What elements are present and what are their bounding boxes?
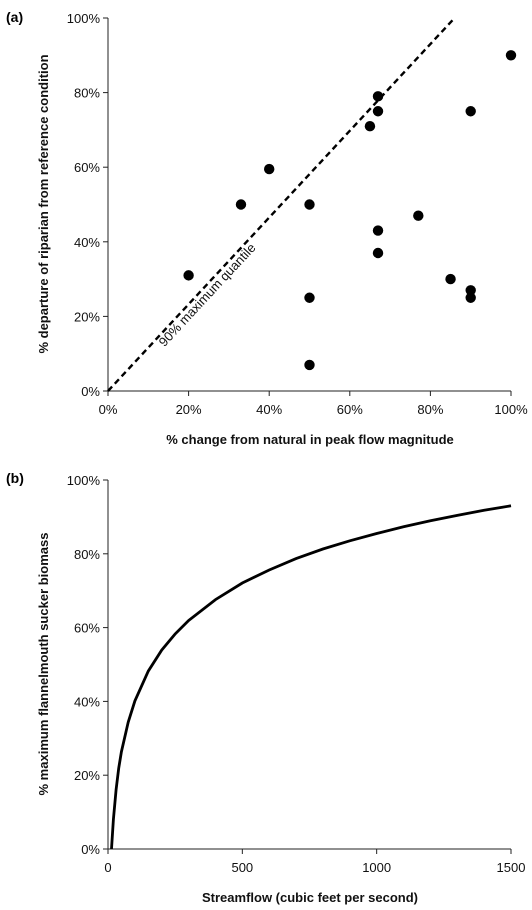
panel-a-y-tick-label: 20% bbox=[74, 309, 100, 324]
panel-a-x-tick-label: 40% bbox=[256, 402, 282, 417]
panel-a-x-tick-label: 0% bbox=[99, 402, 118, 417]
data-point bbox=[445, 273, 456, 285]
data-point bbox=[304, 199, 315, 210]
panel-a-y-tick-labels: 0% 20% 40% 60% 80% 100% bbox=[67, 11, 101, 399]
data-point bbox=[372, 106, 384, 117]
quantile-line-label: 90% maximum quantile bbox=[156, 240, 259, 349]
data-point bbox=[304, 292, 315, 303]
panel-a-x-tick-label: 60% bbox=[337, 402, 363, 417]
panel-b-x-tick-label: 500 bbox=[231, 860, 253, 875]
panel-a-tick-marks bbox=[103, 17, 512, 396]
panel-b-y-tick-label: 80% bbox=[74, 547, 100, 562]
data-point bbox=[364, 120, 376, 132]
panel-a-x-tick-label: 80% bbox=[417, 402, 443, 417]
panel-a: (a) 0% 20% 40% 60% 80% 100% 0% 20% 40% 60% 80% 100… bbox=[6, 9, 528, 447]
panel-a-y-tick-label: 100% bbox=[67, 11, 101, 26]
data-point bbox=[465, 292, 476, 303]
panel-b-y-tick-label: 0% bbox=[81, 842, 100, 857]
data-point bbox=[235, 199, 247, 210]
panel-a-x-tick-label: 20% bbox=[176, 402, 202, 417]
panel-a-x-tick-label: 100% bbox=[494, 402, 528, 417]
quantile-line bbox=[107, 17, 456, 392]
data-point bbox=[372, 225, 384, 236]
data-point bbox=[413, 210, 424, 221]
panel-b-x-tick-label: 0 bbox=[104, 860, 111, 875]
panel-b-y-tick-label: 40% bbox=[74, 694, 100, 709]
panel-a-y-tick-label: 0% bbox=[81, 384, 100, 399]
panel-b-x-tick-label: 1500 bbox=[497, 860, 526, 875]
panel-b-x-tick-label: 1000 bbox=[362, 860, 391, 875]
panel-a-y-tick-label: 40% bbox=[74, 235, 100, 250]
panel-a-y-axis-title: % departure of riparian from reference c… bbox=[36, 54, 51, 353]
data-point bbox=[304, 359, 315, 371]
data-point bbox=[372, 247, 384, 259]
panel-b-y-axis-title: % maximum flannelmouth sucker biomass bbox=[36, 533, 51, 796]
panel-b-x-axis-title: Streamflow (cubic feet per second) bbox=[202, 890, 418, 905]
data-point bbox=[505, 50, 517, 61]
biomass-curve bbox=[110, 504, 512, 850]
panel-a-label: (a) bbox=[6, 9, 23, 25]
panel-b-y-tick-label: 60% bbox=[74, 621, 100, 636]
panel-b-y-tick-label: 100% bbox=[67, 473, 101, 488]
panel-b-x-tick-labels: 0 500 1000 1500 bbox=[104, 860, 525, 875]
panel-b-y-tick-labels: 0% 20% 40% 60% 80% 100% bbox=[67, 473, 101, 857]
panel-a-y-tick-label: 80% bbox=[74, 86, 100, 101]
data-point bbox=[465, 106, 476, 117]
panel-b: (b) 0% 20% 40% 60% 80% 100% 0 500 1000 1500 Stre… bbox=[6, 470, 525, 905]
panel-a-x-axis-title: % change from natural in peak flow magni… bbox=[166, 432, 454, 447]
panel-b-label: (b) bbox=[6, 470, 24, 486]
panel-a-x-tick-labels: 0% 20% 40% 60% 80% 100% bbox=[99, 402, 528, 417]
data-point bbox=[372, 91, 384, 102]
data-point bbox=[183, 270, 194, 281]
panel-b-y-tick-label: 20% bbox=[74, 768, 100, 783]
panel-a-points bbox=[183, 50, 517, 371]
data-point bbox=[465, 285, 476, 296]
panel-b-tick-marks bbox=[103, 479, 512, 854]
panel-a-y-tick-label: 60% bbox=[74, 160, 100, 175]
data-point bbox=[264, 163, 275, 175]
